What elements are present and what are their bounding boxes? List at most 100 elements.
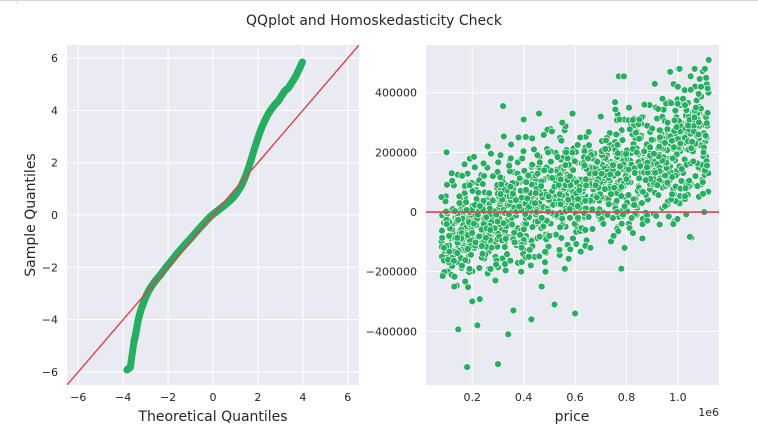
- residual-point: [482, 213, 490, 221]
- residual-point: [591, 181, 600, 189]
- qq-plot-reference-line: [67, 45, 359, 385]
- residual-point: [532, 189, 540, 197]
- residual-point: [687, 86, 695, 94]
- residual-point: [687, 144, 695, 153]
- residual-point: [556, 200, 565, 209]
- residual-point: [533, 151, 542, 159]
- residual-point: [694, 130, 703, 139]
- residual-point: [537, 182, 545, 190]
- residual-point: [450, 272, 459, 281]
- residual-point: [652, 212, 660, 220]
- residual-plot-xtick-label: 1.0: [669, 391, 687, 404]
- residual-point: [465, 265, 474, 273]
- residual-point: [642, 176, 650, 184]
- residual-point: [626, 125, 634, 133]
- residual-point: [503, 250, 511, 258]
- residual-point: [669, 154, 677, 163]
- residual-point: [677, 177, 686, 185]
- residual-point: [440, 244, 448, 252]
- residual-point: [493, 217, 502, 226]
- residual-point: [455, 199, 464, 207]
- residual-point: [507, 154, 515, 163]
- residual-point: [494, 360, 502, 368]
- residual-point: [479, 159, 488, 168]
- residual-point: [581, 226, 590, 234]
- residual-point: [519, 147, 528, 155]
- residual-point: [701, 131, 710, 140]
- residual-point: [673, 99, 682, 108]
- residual-point: [622, 150, 630, 158]
- residual-point: [640, 100, 649, 109]
- residual-point: [540, 166, 548, 174]
- residual-point: [563, 154, 572, 163]
- residual-point: [510, 238, 519, 247]
- residual-point: [673, 215, 682, 223]
- residual-point: [670, 143, 678, 151]
- residual-point: [609, 161, 617, 169]
- residual-point: [640, 147, 648, 156]
- residual-point: [703, 84, 712, 93]
- residual-point: [663, 178, 672, 187]
- residual-point: [501, 235, 510, 243]
- residual-point: [602, 136, 610, 145]
- residual-point: [580, 147, 589, 155]
- residual-point: [648, 124, 656, 133]
- residual-point: [575, 186, 583, 194]
- residual-point: [679, 94, 687, 103]
- residual-point: [471, 238, 480, 247]
- residual-point: [489, 172, 497, 180]
- residual-point: [553, 153, 562, 161]
- residual-point: [535, 252, 543, 261]
- residual-point: [702, 74, 710, 82]
- residual-point: [582, 181, 590, 190]
- qq-plot-xlabel: Theoretical Quantiles: [137, 409, 287, 425]
- residual-point: [535, 109, 543, 118]
- residual-point: [517, 243, 526, 252]
- residual-point: [544, 148, 552, 157]
- residual-point: [557, 136, 566, 145]
- residual-point: [654, 105, 662, 113]
- residual-plot-x-offset: 1e6: [698, 406, 719, 419]
- residual-point: [681, 192, 689, 200]
- residual-point: [655, 220, 664, 229]
- residual-point: [482, 234, 490, 242]
- residual-point: [499, 219, 508, 227]
- residual-point: [694, 90, 703, 98]
- residual-point: [437, 193, 446, 201]
- residual-point: [474, 188, 482, 197]
- residual-point: [585, 141, 593, 149]
- residual-point: [508, 220, 516, 229]
- residual-point: [686, 233, 694, 241]
- residual-point: [618, 220, 626, 228]
- residual-point: [666, 68, 674, 76]
- residual-point: [705, 56, 713, 64]
- residual-plot-ytick-label: −200000: [366, 266, 417, 279]
- residual-point: [544, 242, 553, 251]
- residual-point: [478, 242, 486, 250]
- residual-point: [693, 182, 702, 190]
- residual-point: [545, 232, 554, 240]
- residual-point: [515, 202, 523, 211]
- residual-point: [514, 133, 523, 142]
- residual-point: [699, 148, 708, 157]
- residual-point: [597, 169, 606, 178]
- residual-point: [668, 137, 676, 145]
- residual-point: [555, 246, 564, 254]
- residual-point: [622, 175, 631, 183]
- residual-point: [541, 268, 550, 276]
- residual-point: [584, 213, 593, 221]
- qq-plot-ytick-label: −4: [42, 314, 58, 327]
- residual-point: [690, 113, 699, 122]
- residual-point: [518, 154, 526, 163]
- residual-point: [479, 197, 488, 205]
- residual-point: [584, 154, 592, 163]
- residual-point: [612, 130, 620, 139]
- residual-point: [472, 195, 481, 203]
- residual-point: [690, 65, 699, 73]
- residual-point: [665, 212, 673, 221]
- residual-point: [526, 246, 534, 254]
- residual-point: [624, 191, 633, 199]
- residual-point: [613, 141, 622, 149]
- residual-point: [517, 267, 525, 276]
- residual-point: [593, 158, 601, 166]
